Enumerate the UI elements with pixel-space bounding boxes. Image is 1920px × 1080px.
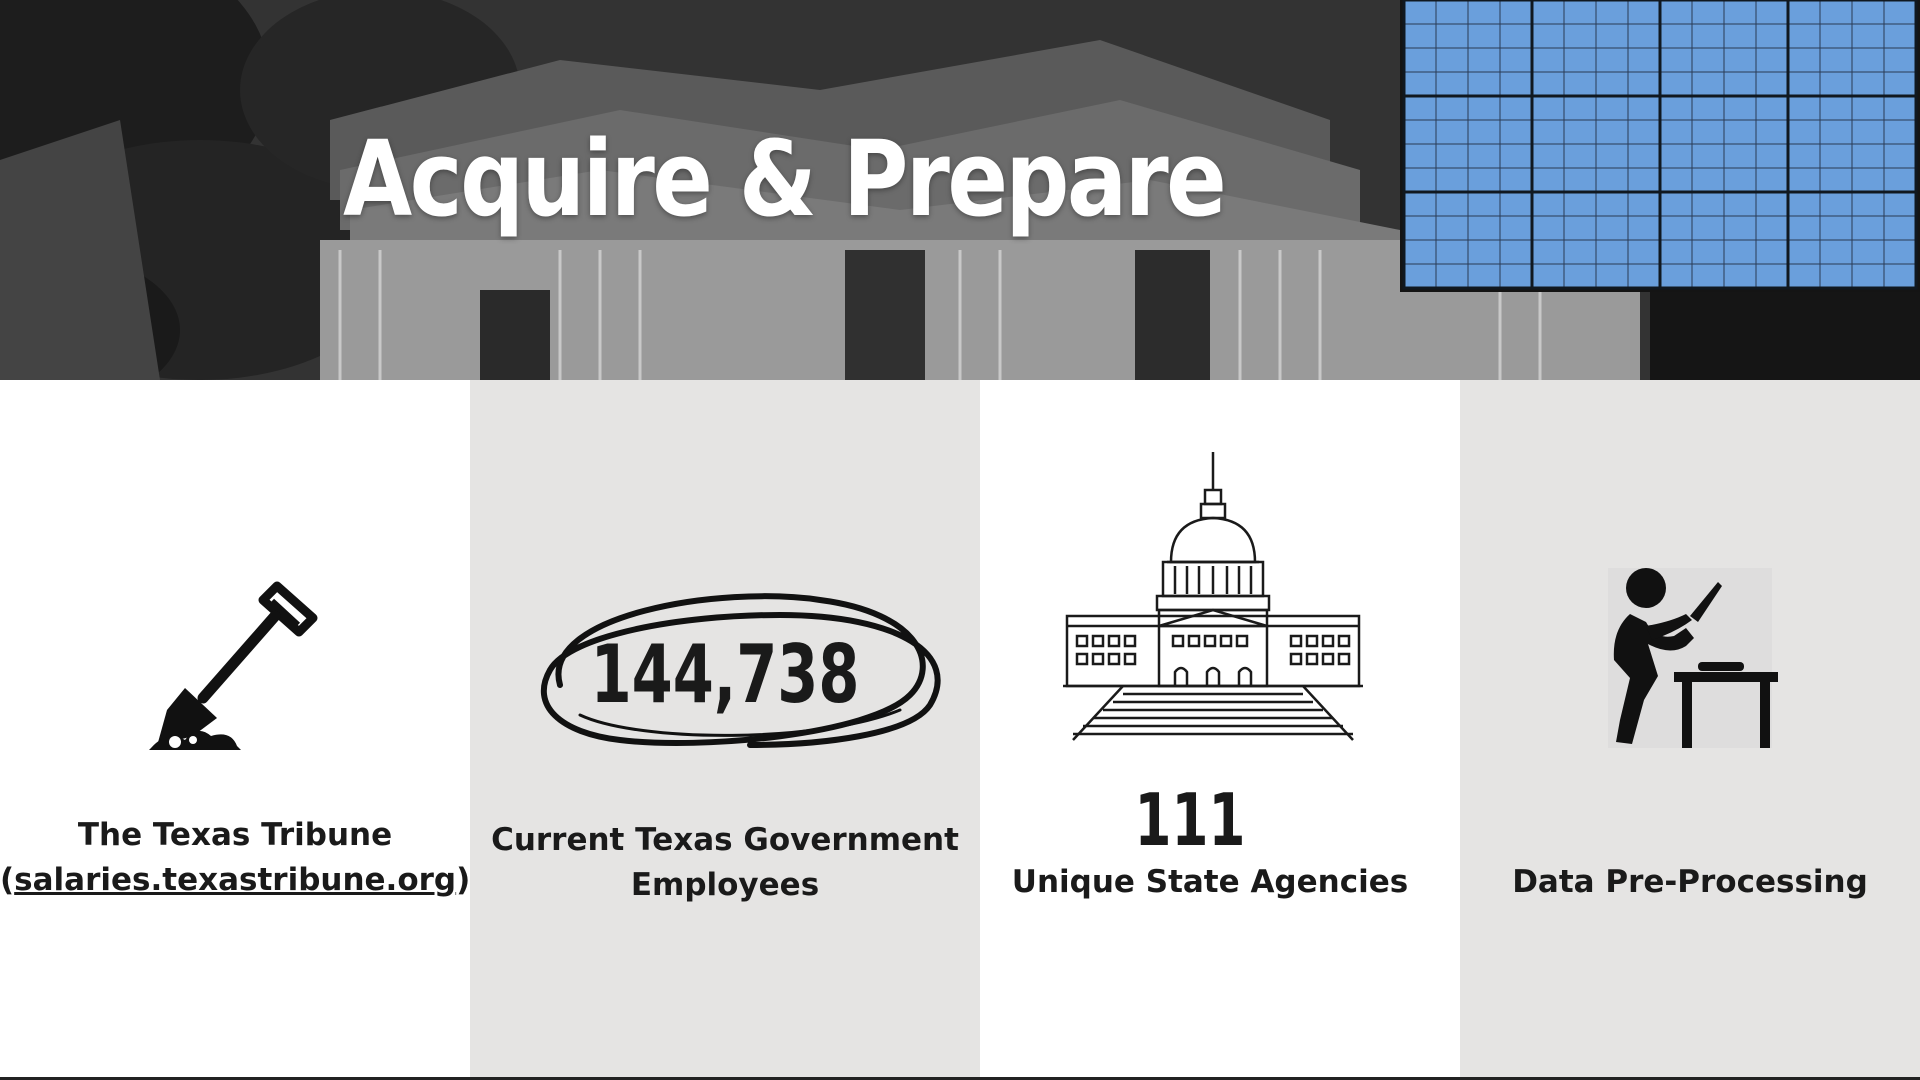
preprocessing-panel: Data Pre-Processing (1460, 380, 1920, 1080)
source-panel: The Texas Tribune (salaries.texastribune… (0, 380, 470, 1080)
bottom-rule (0, 1077, 1920, 1080)
source-name: The Texas Tribune (77, 817, 393, 853)
source-caption: The Texas Tribune (salaries.texastribune… (0, 813, 470, 903)
employees-line-2: Employees (630, 867, 820, 903)
employees-panel: 144,738 Current Texas Government Employe… (470, 380, 980, 1080)
agency-count: 111 (1134, 778, 1246, 862)
hero-banner: Acquire & Prepare (0, 0, 1920, 380)
employees-line-1: Current Texas Government (491, 822, 959, 858)
source-link[interactable]: salaries.texastribune.org (14, 862, 457, 898)
preprocessing-caption: Data Pre-Processing (1512, 864, 1868, 900)
hand-drawn-circle-icon (541, 593, 941, 748)
person-chopping-icon (1608, 568, 1778, 748)
employee-count: 144,738 (590, 628, 860, 721)
spreadsheet-grid-graphic (1400, 0, 1920, 292)
page-title: Acquire & Prepare (343, 118, 1227, 240)
agencies-panel: 111 Unique State Agencies (980, 380, 1460, 1080)
capitol-building-icon (1063, 452, 1363, 741)
employees-caption: Current Texas Government Employees (470, 818, 980, 908)
agencies-caption: Unique State Agencies (1011, 864, 1409, 900)
close-paren: ) (456, 862, 471, 898)
shovel-icon (149, 581, 318, 750)
open-paren: ( (0, 862, 15, 898)
